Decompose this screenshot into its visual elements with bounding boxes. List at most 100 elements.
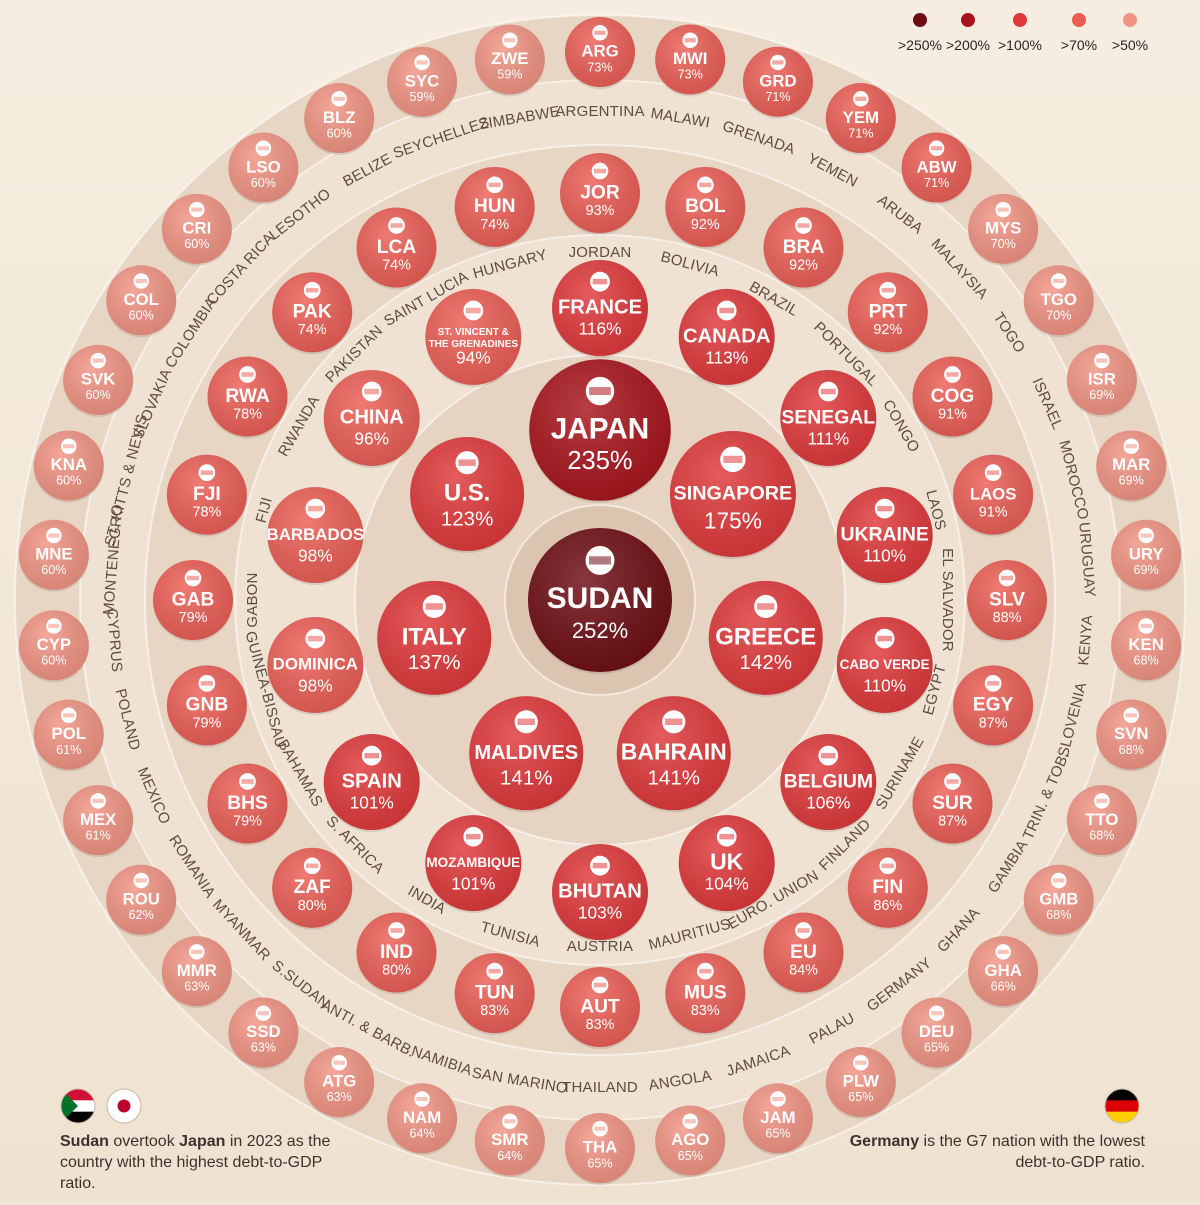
bubble-shade <box>552 844 648 940</box>
bubble-code: GRD <box>759 71 796 90</box>
flag-stripe <box>364 388 380 395</box>
flag-stripe <box>987 470 1000 475</box>
bubble-value: 60% <box>41 654 66 668</box>
bubble-shade <box>166 665 247 746</box>
country-name-gabon: GABON <box>244 572 261 627</box>
bubble-code: AUT <box>580 996 620 1017</box>
bubble-value: 69% <box>1119 474 1144 488</box>
bubble-code: JOR <box>580 182 620 203</box>
bubble-value: 98% <box>298 675 333 695</box>
bubble-shade <box>1066 344 1137 415</box>
bubble-value: 110% <box>863 675 906 695</box>
bubble-shade <box>560 967 640 1047</box>
bubble-shade <box>565 17 635 87</box>
bubble-code: BELGIUM <box>784 770 873 792</box>
bubble-shade <box>742 46 813 117</box>
flag-stripe <box>488 968 501 974</box>
bubble-shade <box>1023 265 1094 336</box>
bubble-value: 91% <box>979 505 1008 521</box>
country-name-austria: AUSTRIA <box>567 938 633 955</box>
flag-stripe <box>594 1126 606 1131</box>
bubble-code: AGO <box>671 1130 709 1149</box>
bubble-code: ISR <box>1088 370 1116 389</box>
note-germany-name: Germany <box>849 1133 920 1150</box>
flag-stripe <box>719 833 734 840</box>
bubble-value: 235% <box>567 447 632 475</box>
bubble-code: ITALY <box>402 624 467 651</box>
bubble-code: GREECE <box>715 624 816 651</box>
bubble-shade <box>836 616 933 713</box>
bubble-shade <box>387 1083 458 1154</box>
flag-stripe <box>200 681 213 686</box>
bubble-shade <box>474 24 545 95</box>
flag-stripe <box>488 182 501 188</box>
bubble-shade <box>968 936 1039 1007</box>
bubble-shade <box>469 696 584 811</box>
flag-stripe <box>593 982 607 988</box>
note-japan-name: Japan <box>179 1133 226 1150</box>
flag-stripe <box>504 1119 516 1124</box>
bubble-code: FIN <box>872 877 903 898</box>
bubble-code: SLV <box>989 589 1025 610</box>
bubble-code: SMR <box>491 1130 528 1149</box>
flag-stripe <box>390 223 403 228</box>
bubble-value: 101% <box>350 792 394 812</box>
bubble-code: POL <box>52 724 87 743</box>
bubble-value: 74% <box>382 258 411 274</box>
bubble-value: 94% <box>456 347 491 367</box>
flag-stripe <box>92 798 104 803</box>
bubble-value: 98% <box>298 545 333 565</box>
bubble-code: MMR <box>177 961 217 980</box>
bubble-code: GAB <box>172 589 215 610</box>
flag-stripe <box>772 1096 784 1102</box>
flag-stripe <box>987 681 1000 686</box>
bubble-code: MNE <box>35 544 72 563</box>
bubble-code: CHINA <box>340 407 404 429</box>
bubble-shade <box>425 288 522 385</box>
bubble-value: 93% <box>586 203 615 219</box>
bubble-code: THA <box>583 1138 618 1157</box>
bubble-value: 92% <box>873 322 902 338</box>
flag-stripe <box>333 1060 345 1065</box>
flag-stripe <box>997 949 1009 955</box>
bubble-shade <box>106 265 177 336</box>
bubble-shade <box>161 936 232 1007</box>
bubble-code: SYC <box>405 71 440 90</box>
bubble-shade <box>267 616 364 713</box>
bubble-shade <box>1111 519 1182 590</box>
bubble-value: 86% <box>873 898 902 914</box>
bubble-code: CANADA <box>683 326 771 348</box>
bubble-value: 83% <box>480 1003 509 1019</box>
flag-stripe <box>135 878 147 883</box>
bubble-shade <box>63 344 134 415</box>
bubble-value: 73% <box>587 60 612 74</box>
bubble-value: 71% <box>924 176 949 190</box>
bubble-code: HUN <box>474 196 516 217</box>
bubble-shade <box>166 454 247 535</box>
bubble-shade <box>655 24 726 95</box>
flag-stripe <box>308 635 323 642</box>
flag-stripe <box>48 623 60 629</box>
flag-stripe <box>191 207 203 212</box>
bubble-value: 78% <box>192 505 221 521</box>
bubble-shade <box>616 696 731 811</box>
legend-swatch-2 <box>1013 13 1027 27</box>
